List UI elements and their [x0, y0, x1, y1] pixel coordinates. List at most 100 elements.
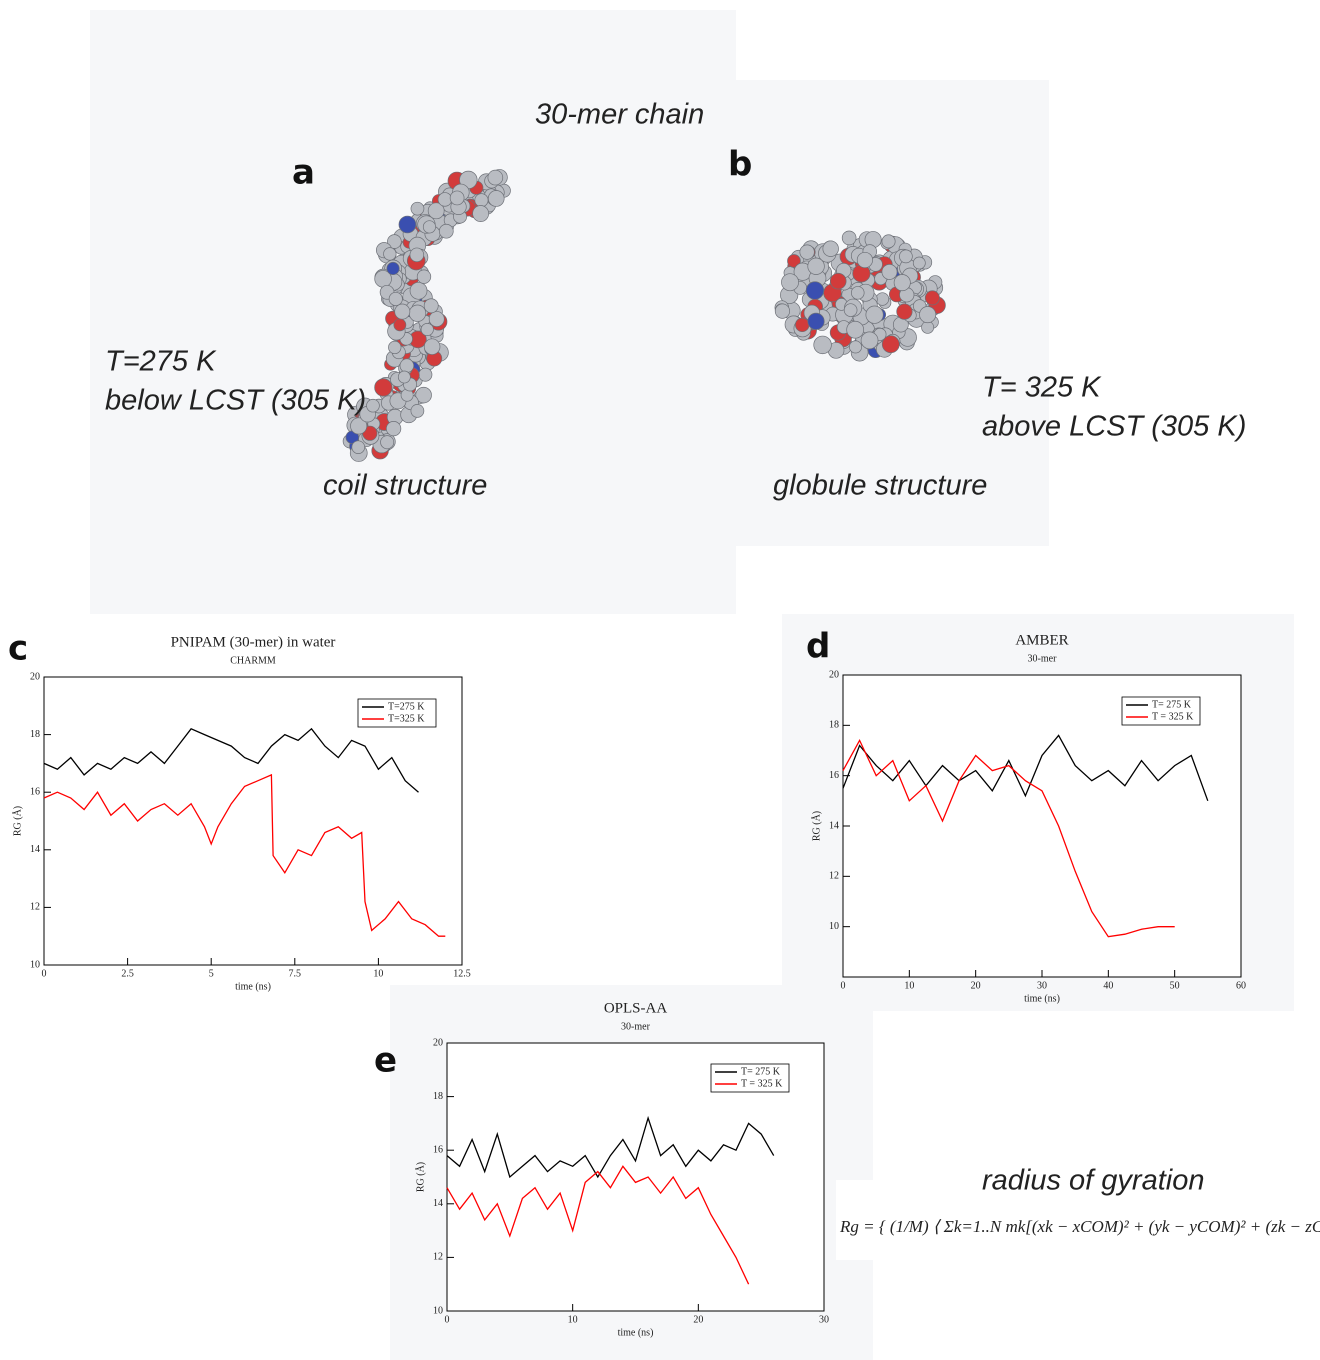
- legend-label: T = 325 K: [741, 1078, 783, 1089]
- y-axis-label: RG (Å): [414, 1162, 426, 1192]
- y-axis-label: RG (Å): [11, 806, 23, 836]
- atom: [894, 275, 910, 291]
- x-tick-label: 2.5: [121, 968, 134, 979]
- atom: [899, 250, 912, 263]
- atom: [861, 332, 878, 349]
- atom: [876, 293, 889, 306]
- x-axis-label: time (ns): [1024, 993, 1060, 1004]
- atom: [395, 304, 410, 319]
- atom: [814, 336, 832, 354]
- atom: [352, 441, 365, 454]
- panel-letter: b: [728, 145, 752, 185]
- y-tick-label: 14: [829, 820, 839, 831]
- atom: [410, 248, 424, 262]
- x-tick-label: 7.5: [289, 968, 302, 979]
- lcst-note: above LCST (305 K): [982, 411, 1246, 443]
- atom: [409, 305, 426, 322]
- atom: [387, 262, 399, 274]
- atom: [800, 245, 814, 259]
- atom: [411, 404, 424, 417]
- y-tick-label: 10: [829, 921, 839, 932]
- equation: Rg = { (1/M) ⟨ Σk=1..N mk[(xk − xCOM)² +…: [839, 1217, 1320, 1236]
- x-tick-label: 5: [209, 968, 214, 979]
- atom: [922, 321, 934, 333]
- panel-letter: d: [806, 627, 830, 667]
- atom: [795, 318, 809, 332]
- atom: [417, 270, 431, 284]
- chart-title: OPLS-AA: [604, 1000, 668, 1016]
- atom: [866, 306, 883, 323]
- y-tick-label: 10: [433, 1305, 443, 1316]
- atom: [849, 341, 861, 353]
- x-tick-label: 12.5: [453, 968, 471, 979]
- atom: [913, 257, 925, 269]
- figure: a b 30-mer chain T=275 K below LCST (305…: [0, 0, 1320, 1360]
- y-tick-label: 20: [829, 669, 839, 680]
- atom: [450, 191, 464, 205]
- y-axis-label: RG (Å): [810, 811, 822, 841]
- atom: [438, 193, 452, 207]
- atom: [398, 371, 410, 383]
- atom: [851, 286, 864, 299]
- atom: [830, 273, 846, 289]
- atom: [424, 299, 438, 313]
- chart-title: AMBER: [1015, 632, 1068, 648]
- atom: [475, 194, 488, 207]
- chain-label: 30-mer chain: [535, 99, 704, 131]
- atom: [847, 321, 864, 338]
- y-tick-label: 16: [30, 786, 40, 797]
- chart-subtitle: CHARMM: [230, 655, 276, 666]
- x-tick-label: 0: [42, 968, 47, 979]
- atom: [808, 313, 824, 329]
- equation-label: radius of gyration: [982, 1165, 1204, 1197]
- atom: [386, 421, 401, 436]
- atom: [423, 221, 435, 233]
- y-tick-label: 12: [433, 1252, 443, 1263]
- atom: [389, 292, 402, 305]
- atom: [399, 216, 416, 233]
- chart-subtitle: 30-mer: [1028, 653, 1058, 664]
- chart-title: PNIPAM (30-mer) in water: [171, 634, 336, 650]
- y-tick-label: 12: [829, 871, 839, 882]
- atom: [400, 359, 414, 373]
- x-tick-label: 20: [693, 1314, 703, 1325]
- x-tick-label: 60: [1236, 980, 1246, 991]
- panel-letter: e: [374, 1041, 397, 1081]
- x-axis-label: time (ns): [235, 981, 271, 992]
- atom: [842, 231, 856, 245]
- x-tick-label: 10: [568, 1314, 578, 1325]
- x-tick-label: 10: [904, 980, 914, 991]
- atom: [411, 202, 424, 215]
- atom: [439, 224, 453, 238]
- atom: [367, 399, 380, 412]
- atom: [857, 252, 872, 267]
- y-tick-label: 18: [30, 729, 40, 740]
- atom: [488, 170, 503, 185]
- panel-letter: a: [292, 153, 315, 193]
- page: {"figure": { "panel_a": "a", "panel_b": …: [0, 0, 1320, 1360]
- temperature: T= 325 K: [982, 372, 1102, 404]
- atom: [394, 319, 406, 331]
- y-tick-label: 14: [433, 1198, 443, 1209]
- atom: [429, 311, 444, 326]
- chart-subtitle: 30-mer: [621, 1021, 651, 1032]
- legend-label: T = 325 K: [1152, 711, 1194, 722]
- x-tick-label: 0: [445, 1314, 450, 1325]
- atom: [375, 379, 392, 396]
- y-tick-label: 20: [433, 1037, 443, 1048]
- atom: [920, 306, 936, 322]
- atom: [488, 191, 504, 207]
- y-tick-label: 14: [30, 844, 40, 855]
- legend-label: T=275 K: [388, 701, 425, 712]
- y-tick-label: 16: [433, 1144, 443, 1155]
- atom: [882, 235, 895, 248]
- atom: [882, 264, 897, 279]
- x-axis-label: time (ns): [618, 1327, 654, 1338]
- atom: [419, 368, 432, 381]
- x-tick-label: 30: [819, 1314, 829, 1325]
- lcst-note: below LCST (305 K): [105, 385, 366, 417]
- y-tick-label: 10: [30, 959, 40, 970]
- legend-label: T= 275 K: [741, 1066, 781, 1077]
- atom: [384, 248, 397, 261]
- x-tick-label: 20: [971, 980, 981, 991]
